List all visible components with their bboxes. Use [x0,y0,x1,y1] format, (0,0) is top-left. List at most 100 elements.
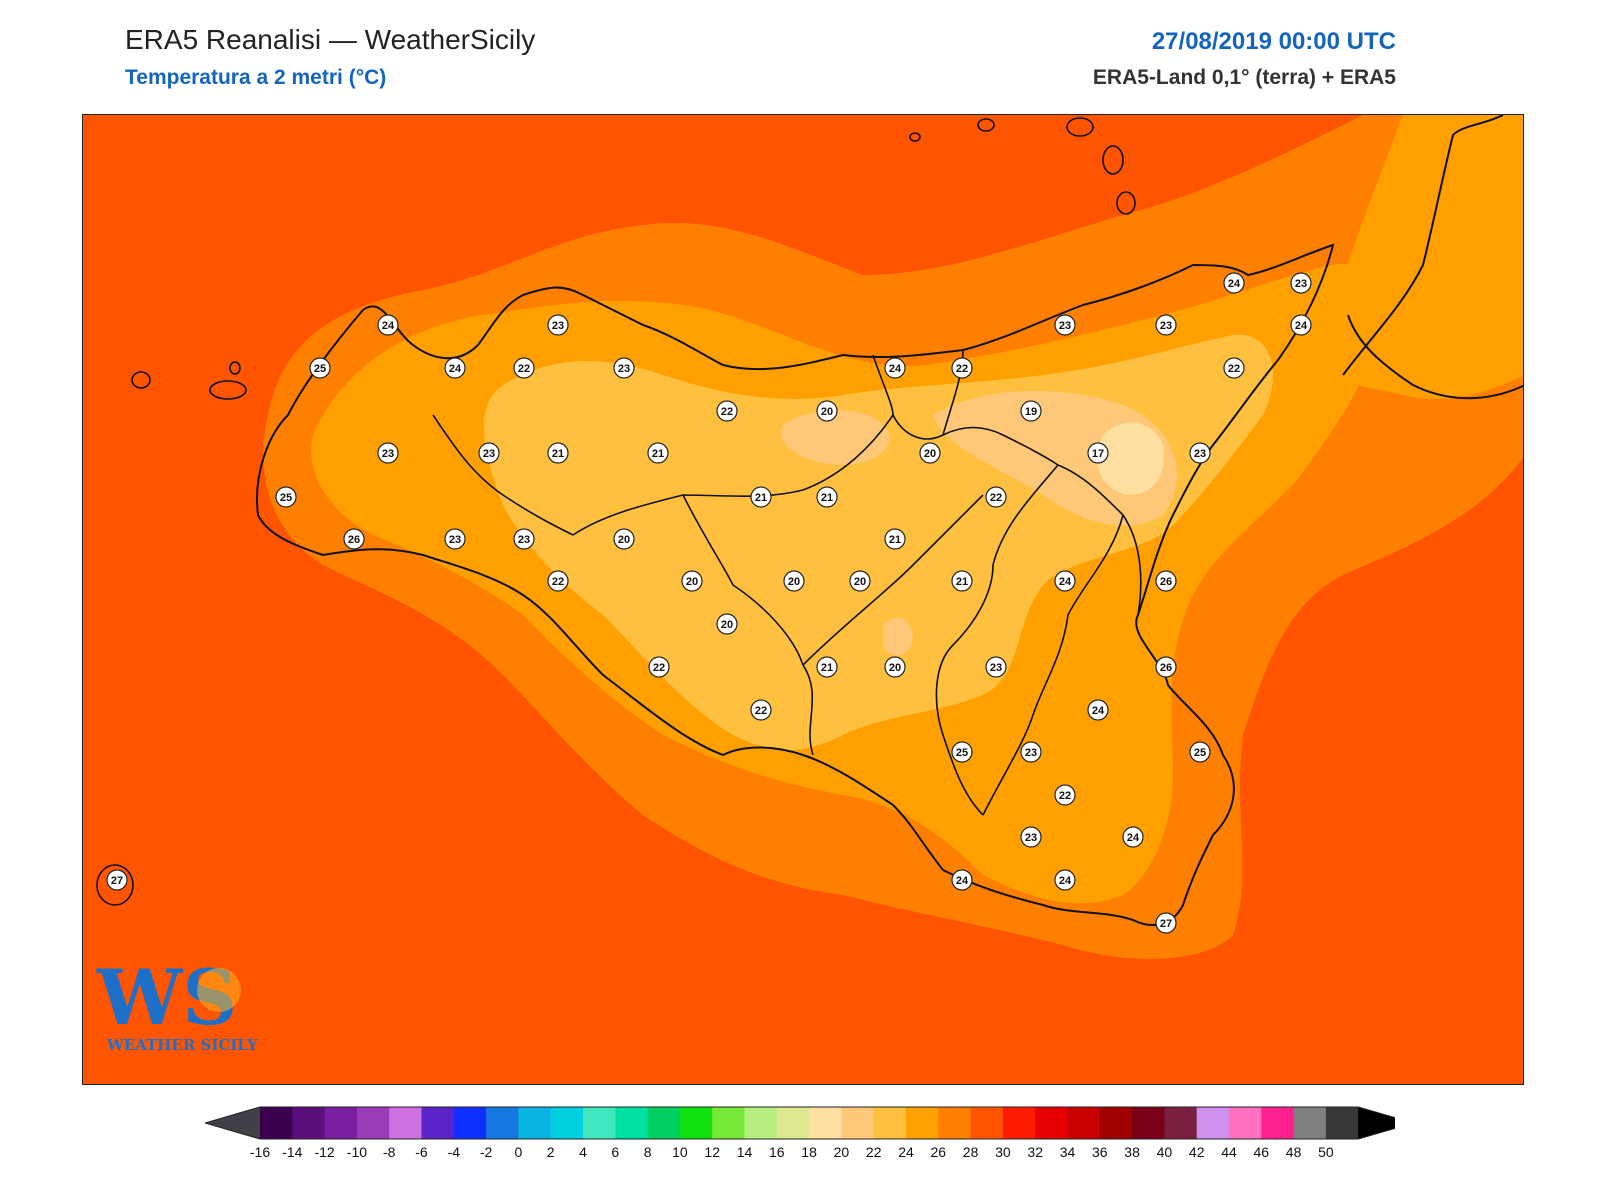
colorbar-tick-label: 48 [1286,1144,1302,1160]
station-value: 23 [1025,747,1037,759]
station-marker [106,869,128,891]
sicily-coastline [256,243,1335,926]
station-value: 24 [1228,278,1241,290]
colorbar-swatch [1164,1107,1198,1139]
station-marker [750,699,772,721]
colorbar-swatch [809,1107,842,1139]
colorbar-swatch [873,1107,907,1139]
station-marker [1054,570,1076,592]
temperature-map: 24 23 25 24 22 23 22 20 23 23 21 21 25 26 23 23 20 21 21 22… [82,114,1524,1085]
map-subtitle: Temperatura a 2 metri (°C) [125,66,387,89]
station-value: 22 [1228,363,1240,375]
station-marker [377,314,399,336]
station-marker [985,486,1007,508]
station-value: 24 [889,363,902,375]
station-marker [716,400,738,422]
station-value: 24 [1059,875,1072,887]
station-value: 24 [1127,832,1140,844]
colorbar-swatch [292,1107,326,1139]
colorbar-tick-label: 34 [1060,1144,1076,1160]
station-marker [1155,314,1177,336]
station-value: 22 [1059,790,1071,802]
station-value: 26 [1160,662,1172,674]
colorbar-over-arrow [1358,1107,1414,1139]
station-marker [613,357,635,379]
colorbar-swatch [776,1107,810,1139]
station-marker [849,570,871,592]
station-value: 23 [382,448,394,460]
station-value: 23 [1059,320,1071,332]
colorbar-tick-label: 28 [963,1144,979,1160]
station-value: 25 [280,492,292,504]
station-marker [377,442,399,464]
colorbar-tick-label: 4 [579,1144,587,1160]
station-marker [1189,442,1211,464]
colorbar-tick-label: 22 [866,1144,882,1160]
colorbar-swatch [1325,1107,1359,1139]
colorbar-tick-label: 50 [1318,1144,1334,1160]
colorbar-swatch [679,1107,713,1139]
colorbar-swatch [1002,1107,1036,1139]
colorbar-swatch [1035,1107,1068,1139]
colorbar-tick-label: 40 [1157,1144,1173,1160]
colorbar-swatch [1067,1107,1101,1139]
station-marker [816,486,838,508]
station-marker [1087,699,1109,721]
station-marker [816,656,838,678]
station-marker [1155,656,1177,678]
valid-datetime: 27/08/2019 00:00 UTC [1151,28,1396,55]
station-value: 20 [854,576,866,588]
colorbar-tick-label: 26 [931,1144,947,1160]
station-values: 24 23 25 24 22 23 22 20 23 23 21 21 25 26 23 23 20 21 21 22… [106,272,1312,934]
station-marker [750,486,772,508]
colorbar-swatch [1261,1107,1295,1139]
station-value: 21 [552,448,564,460]
station-marker [513,528,535,550]
station-value: 23 [552,320,564,332]
station-value: 25 [1194,747,1206,759]
station-value: 24 [382,320,395,332]
temperature-colorbar: -16 -14 -12 -10 -8 -6 -4 -2 0 2 4 6 8 10 12 14 16 18 20 22 2… [203,1105,1415,1170]
colorbar-tick-label: 2 [547,1144,555,1160]
station-marker [547,314,569,336]
band-20c [883,617,913,656]
station-marker [884,528,906,550]
station-marker [1223,357,1245,379]
station-value: 22 [956,363,968,375]
station-marker [1054,869,1076,891]
station-marker [444,528,466,550]
station-value: 22 [990,492,1002,504]
station-marker [1189,741,1211,763]
station-marker [884,656,906,678]
station-value: 24 [1092,705,1105,717]
province-boundaries [432,349,1142,816]
station-value: 24 [449,363,462,375]
colorbar-swatch [421,1107,455,1139]
colorbar-tick-label: -10 [347,1144,367,1160]
station-marker [783,570,805,592]
colorbar-swatch [744,1107,778,1139]
colorbar-swatch [615,1107,649,1139]
colorbar-swatch [1099,1107,1133,1139]
station-marker [1290,272,1312,294]
colorbar-tick-label: -8 [383,1144,396,1160]
colorbar-under-arrow [205,1107,260,1139]
station-value: 21 [956,576,968,588]
colorbar-swatch [841,1107,875,1139]
colorbar-tick-label: -14 [282,1144,302,1160]
colorbar-tick-label: 24 [898,1144,914,1160]
colorbar-swatch [486,1107,519,1139]
station-marker [1223,272,1245,294]
colorbar-tick-label: 14 [737,1144,753,1160]
colorbar-tick-label: 30 [995,1144,1011,1160]
colorbar-tick-label: -2 [480,1144,493,1160]
station-value: 24 [1059,576,1072,588]
map-title: ERA5 Reanalisi — WeatherSicily [125,24,536,55]
station-value: 23 [990,662,1002,674]
station-value: 22 [552,576,564,588]
colorbar-swatch [938,1107,972,1139]
station-value: 22 [721,406,733,418]
colorbar-swatch [1196,1107,1230,1139]
colorbar-swatch [1293,1107,1327,1139]
station-value: 20 [889,662,901,674]
